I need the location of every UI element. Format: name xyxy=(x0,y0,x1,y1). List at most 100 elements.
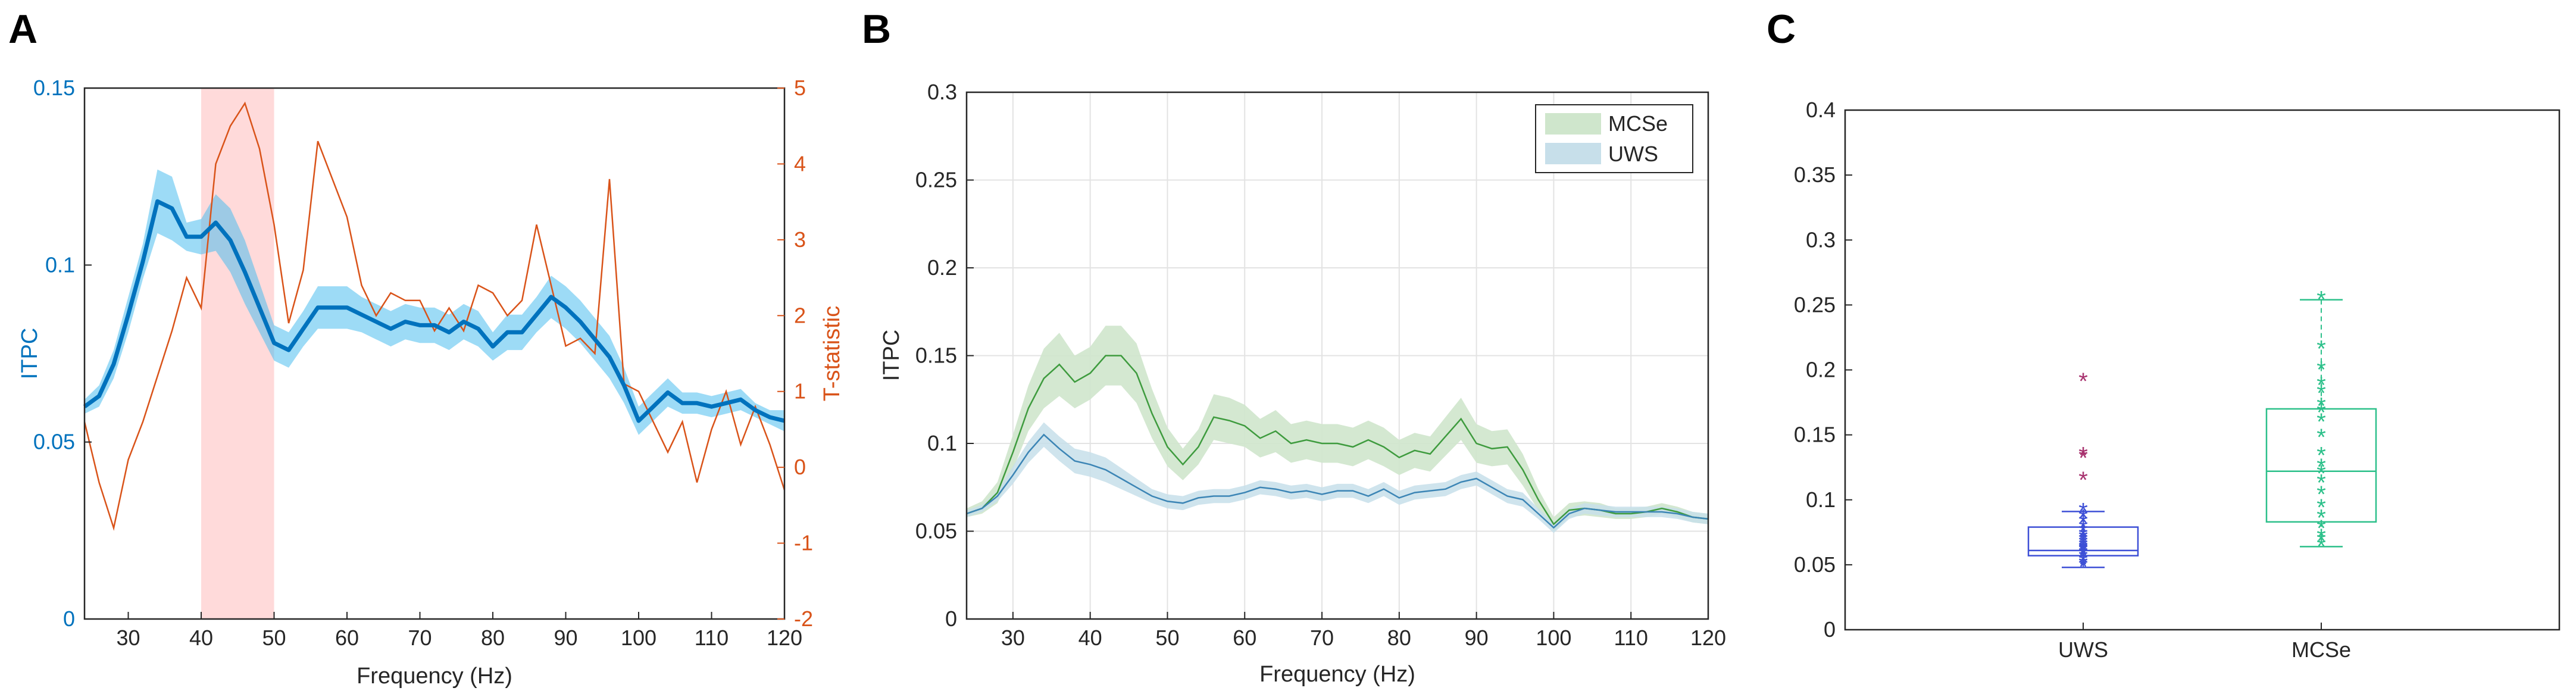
data-point: * xyxy=(2316,461,2326,487)
y-tick-label: 0.3 xyxy=(927,80,957,104)
y-tick-label-right: 5 xyxy=(794,76,806,100)
y-tick-label: 0 xyxy=(1824,617,1836,642)
data-point: * xyxy=(2316,287,2326,313)
data-point: * xyxy=(2316,505,2326,531)
x-tick-label: 70 xyxy=(1310,626,1334,650)
legend-label-uws: UWS xyxy=(1608,142,1658,166)
box-iqr xyxy=(2265,408,2377,523)
y-tick-label-left: 0.05 xyxy=(33,430,75,454)
y-tick-label: 0.05 xyxy=(1794,552,1836,577)
data-point: * xyxy=(2316,373,2326,399)
outlier-point: * xyxy=(2078,445,2088,471)
x-tick-label: 50 xyxy=(1155,626,1179,650)
data-point: * xyxy=(2078,531,2088,557)
y-tick-label: 0.4 xyxy=(1806,98,1836,122)
x-tick-label: 110 xyxy=(1614,626,1648,650)
data-point: * xyxy=(2078,519,2088,545)
legend-swatch-mcse xyxy=(1545,113,1601,135)
data-point: * xyxy=(2078,552,2088,578)
chart-panel-c: 00.050.10.150.20.250.30.350.4 **********… xyxy=(1794,98,2561,662)
data-point: * xyxy=(2316,400,2326,426)
panel-a-ylabel-right: T-statistic xyxy=(820,306,845,401)
x-tick-label: 120 xyxy=(767,626,802,650)
data-point: * xyxy=(2078,549,2088,576)
panel-label-a: A xyxy=(8,7,37,52)
data-point: * xyxy=(2078,554,2088,580)
y-tick-label-right: 2 xyxy=(794,303,806,327)
tstatistic-line xyxy=(83,101,786,531)
y-tick-label: 0.15 xyxy=(1794,423,1836,447)
data-point: * xyxy=(2078,533,2088,559)
outlier-point: * xyxy=(2078,443,2088,469)
x-tick-label: 70 xyxy=(408,626,432,650)
x-tick-label: 60 xyxy=(1233,626,1256,650)
data-point: * xyxy=(2078,539,2088,565)
data-point: * xyxy=(2078,498,2088,524)
data-point: * xyxy=(2316,529,2326,555)
panel-a-ylabel-left: ITPC xyxy=(17,328,42,380)
panel-b-xlabel: Frequency (Hz) xyxy=(1259,662,1415,687)
x-tick-label: 40 xyxy=(1078,626,1102,650)
y-tick-label: 0 xyxy=(945,607,957,631)
x-tick-label: 50 xyxy=(262,626,286,650)
data-point: * xyxy=(2078,529,2088,555)
data-point: * xyxy=(2078,510,2088,536)
data-point: * xyxy=(2316,424,2326,451)
y-tick-label: 0.05 xyxy=(915,519,957,543)
legend-swatch-uws xyxy=(1545,143,1601,164)
uws-line xyxy=(966,433,1709,529)
panel-b-ylabel: ITPC xyxy=(879,330,904,382)
y-tick-label: 0.25 xyxy=(915,168,957,192)
x-tick-label: 80 xyxy=(1387,626,1411,650)
y-tick-label: 0.35 xyxy=(1794,162,1836,187)
data-point: * xyxy=(2316,380,2326,407)
mcse-confidence-band xyxy=(967,326,1708,532)
data-point: * xyxy=(2316,495,2326,521)
box-iqr xyxy=(2027,526,2139,557)
x-tick-label: 60 xyxy=(335,626,359,650)
data-point: * xyxy=(2316,443,2326,469)
uws-confidence-band xyxy=(967,422,1708,533)
x-tick-label: 110 xyxy=(695,626,729,650)
y-tick-label-left: 0 xyxy=(63,607,75,631)
itpc-confidence-band xyxy=(85,169,784,435)
data-point: * xyxy=(2078,536,2088,562)
panel-a-axes-box xyxy=(83,87,786,620)
y-tick-label: 0.15 xyxy=(915,343,957,368)
data-point: * xyxy=(2078,526,2088,552)
x-tick-label: MCSe xyxy=(2291,637,2351,662)
panel-a-xlabel: Frequency (Hz) xyxy=(357,664,512,689)
outlier-point: * xyxy=(2078,467,2088,493)
y-tick-label-left: 0.15 xyxy=(33,76,75,100)
data-point: * xyxy=(2316,524,2326,551)
panel-b-legend: MCSe UWS xyxy=(1535,104,1693,173)
y-tick-label-right: 3 xyxy=(794,227,806,252)
data-point: * xyxy=(2316,357,2326,383)
chart-panel-b: 30 40 50 60 70 80 90 100 110 120 0 0.05 0.1 0.15 0.2 0… xyxy=(879,80,1726,687)
y-tick-label: 0.3 xyxy=(1806,227,1836,252)
data-point: * xyxy=(2078,537,2088,564)
data-point: * xyxy=(2316,409,2326,435)
data-point: * xyxy=(2316,533,2326,559)
x-tick-label: 90 xyxy=(554,626,577,650)
y-tick-label-right: 0 xyxy=(794,455,806,479)
data-point: * xyxy=(2316,515,2326,542)
y-tick-label: 0.1 xyxy=(927,431,957,455)
x-tick-label: 80 xyxy=(481,626,505,650)
box-mcse: ******************** xyxy=(2265,287,2377,559)
y-tick-label-right: -1 xyxy=(794,531,813,555)
significance-shade xyxy=(201,88,274,619)
y-tick-label: 0.2 xyxy=(927,255,957,280)
x-tick-label: 30 xyxy=(116,626,140,650)
data-point: * xyxy=(2316,336,2326,362)
chart-panel-a: 30 40 50 60 70 80 90 100 110 120 00.050.10.15 -2-… xyxy=(17,76,845,689)
panel-c-axes-box xyxy=(1844,109,2561,631)
legend-label-mcse: MCSe xyxy=(1608,111,1668,136)
x-tick-label: 100 xyxy=(621,626,656,650)
x-tick-label: UWS xyxy=(2058,637,2108,662)
data-point: * xyxy=(2316,482,2326,508)
outlier-point: * xyxy=(2078,368,2088,395)
data-point: * xyxy=(2078,523,2088,549)
box-uws: *********************** xyxy=(2027,368,2139,580)
panel-label-b: B xyxy=(862,7,891,52)
